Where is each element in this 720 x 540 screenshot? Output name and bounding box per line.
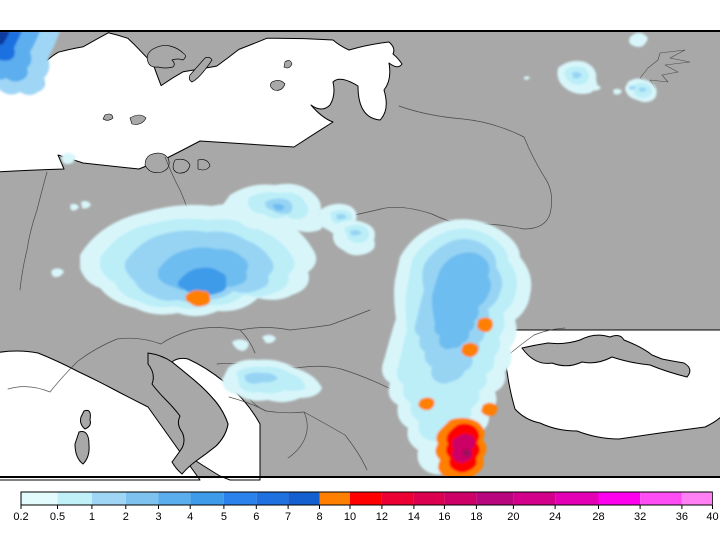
- svg-text:7: 7: [285, 511, 291, 523]
- svg-text:10: 10: [344, 511, 356, 523]
- svg-text:14: 14: [408, 511, 420, 523]
- svg-text:3: 3: [155, 511, 161, 523]
- svg-text:36: 36: [676, 511, 688, 523]
- svg-text:20: 20: [507, 511, 519, 523]
- svg-text:0.5: 0.5: [50, 511, 65, 523]
- svg-text:24: 24: [549, 511, 561, 523]
- svg-text:8: 8: [316, 511, 322, 523]
- svg-text:18: 18: [470, 511, 482, 523]
- svg-text:32: 32: [634, 511, 646, 523]
- svg-text:16: 16: [438, 511, 450, 523]
- svg-text:28: 28: [592, 511, 604, 523]
- svg-text:6: 6: [253, 511, 259, 523]
- svg-text:5: 5: [221, 511, 227, 523]
- svg-text:4: 4: [187, 511, 193, 523]
- svg-text:1: 1: [89, 511, 95, 523]
- svg-text:12: 12: [376, 511, 388, 523]
- svg-text:40: 40: [706, 511, 718, 523]
- svg-text:0.2: 0.2: [13, 511, 28, 523]
- svg-text:2: 2: [123, 511, 129, 523]
